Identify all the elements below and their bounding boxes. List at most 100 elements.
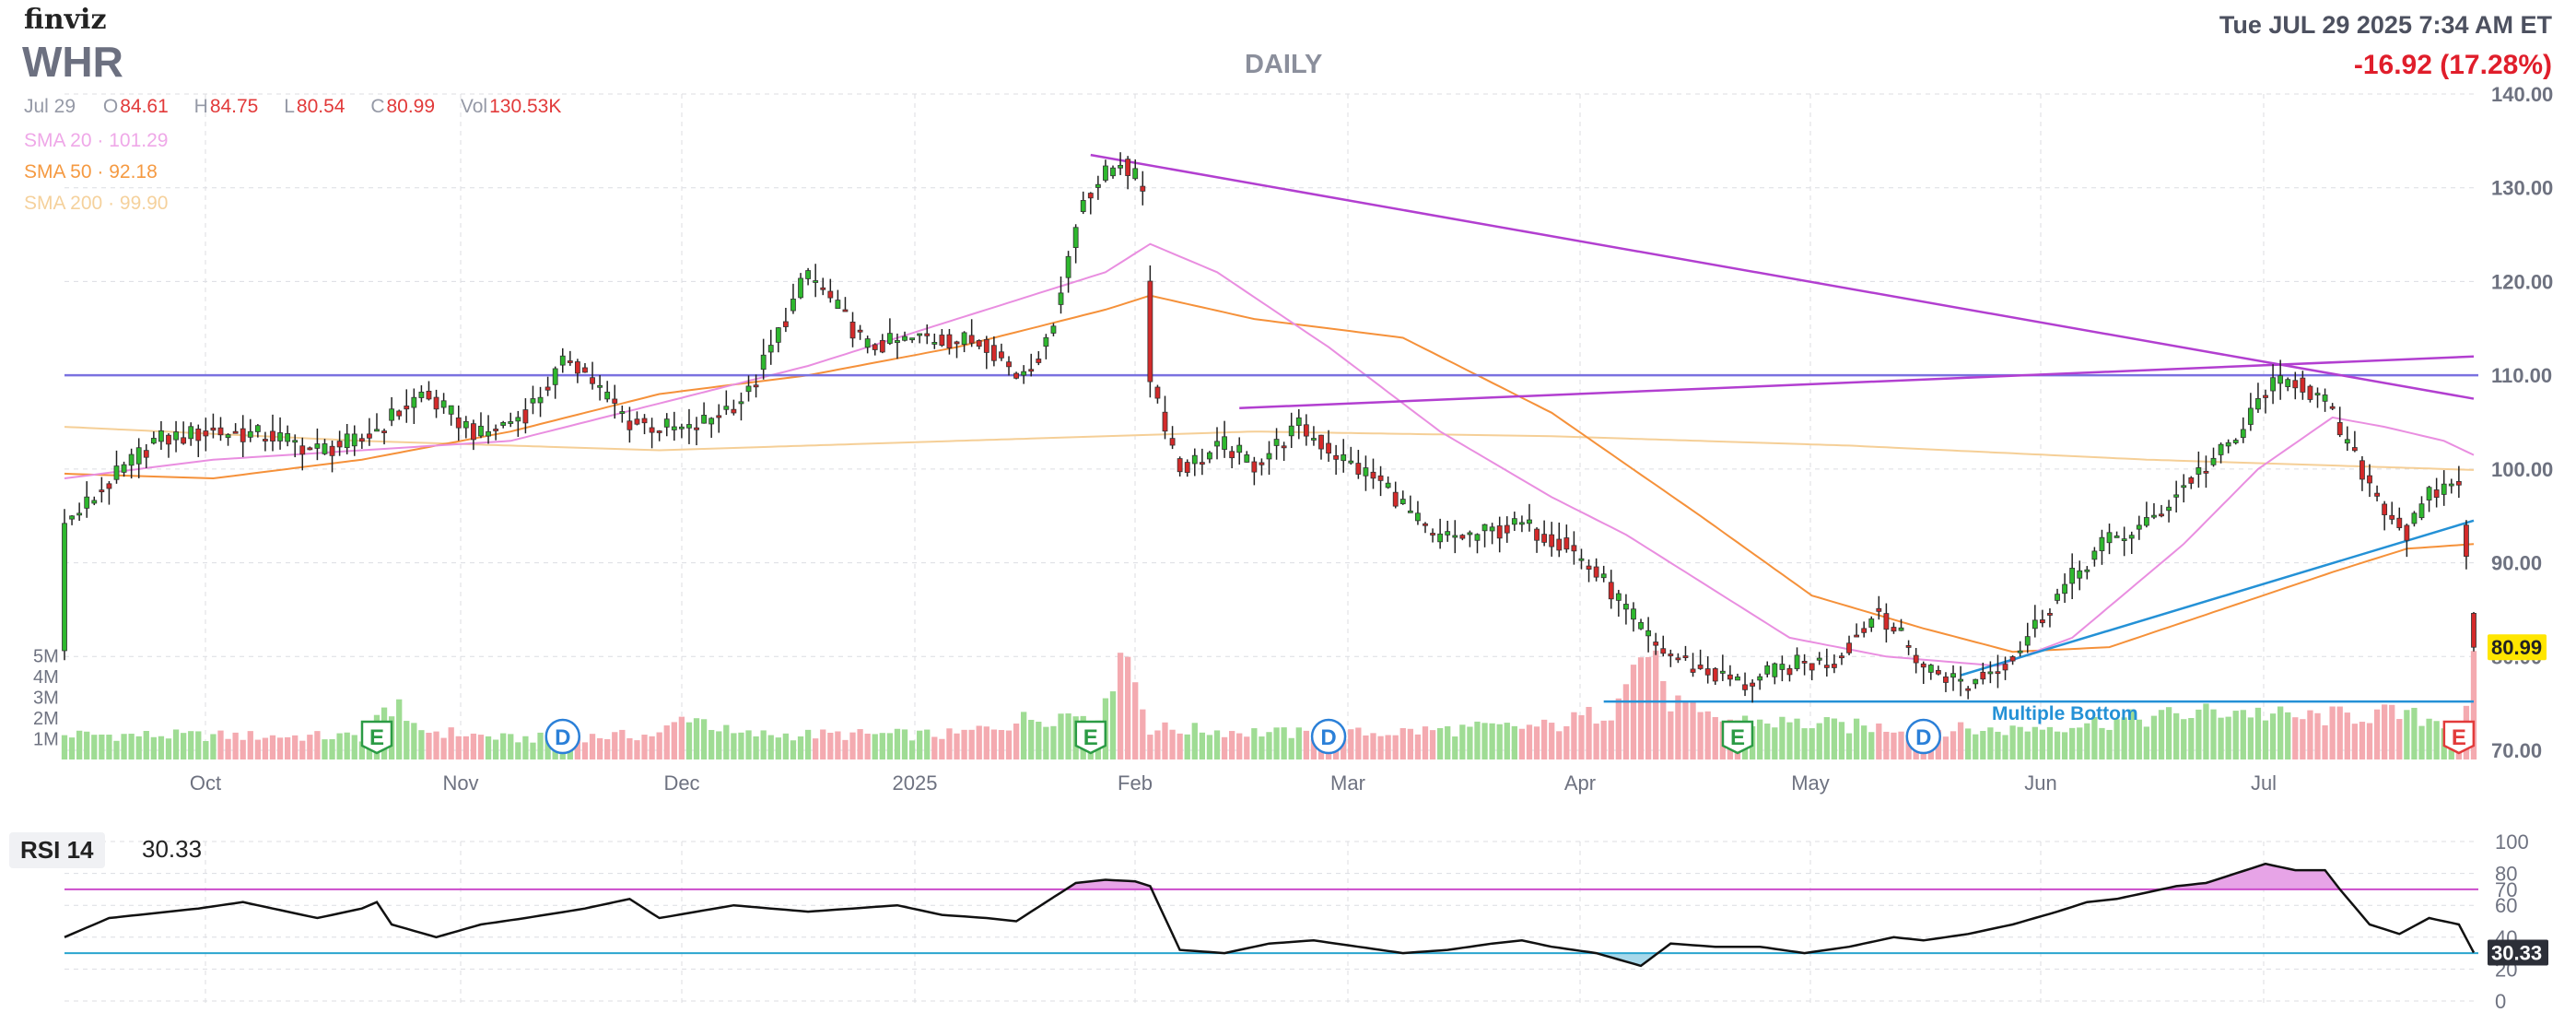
earnings-badge-letter: E [1730, 725, 1745, 750]
candle-body [1660, 648, 1667, 654]
candle-body [1058, 292, 1064, 305]
candle-body [1214, 441, 1220, 447]
volume-bar [2128, 709, 2135, 759]
rsi-tick-label: 80 [2495, 863, 2517, 886]
candle-body [1021, 371, 1027, 376]
candle-body [886, 333, 893, 344]
candle-body [2322, 394, 2328, 402]
volume-bar [700, 719, 708, 759]
trendline [1090, 153, 2475, 400]
volume-bar [351, 735, 357, 759]
candle-body [1987, 671, 1994, 675]
volume-bar [1764, 724, 1771, 759]
candle-body [1467, 532, 1473, 536]
volume-bar [2106, 729, 2113, 759]
candle-body [2255, 398, 2261, 410]
volume-bar [901, 729, 908, 759]
candle-body [1839, 655, 1844, 659]
candle-body [1095, 183, 1101, 188]
volume-bar [2054, 731, 2061, 759]
sma20-path [64, 242, 2475, 667]
volume-bar [247, 731, 253, 759]
candle-body [1742, 684, 1748, 690]
candle-body [1980, 671, 1986, 680]
close-key: C [370, 96, 385, 117]
volume-bar [634, 740, 640, 759]
candle-body [2159, 513, 2164, 517]
volume-bar [1622, 684, 1630, 759]
volume-bar [2292, 717, 2299, 759]
candle-body [612, 398, 618, 404]
volume-bar [685, 722, 693, 759]
candle-body [471, 423, 476, 441]
earnings-E-icon[interactable]: E [1721, 720, 1754, 755]
candle-body [1341, 453, 1347, 462]
candle-body [1623, 604, 1629, 610]
volume-bar [790, 740, 797, 759]
volume-bar [485, 736, 492, 759]
trendline [1960, 519, 2475, 677]
volume-bar [1445, 725, 1451, 759]
volume-bar [1303, 730, 1310, 759]
volume-bar [2158, 710, 2165, 759]
candle-body [2307, 385, 2313, 400]
candle-body [738, 401, 744, 405]
volume-bar [1281, 727, 1287, 759]
earnings-E-icon[interactable]: E [1074, 720, 1107, 755]
volume-bar [2017, 726, 2023, 759]
candle-body [909, 337, 915, 341]
volume-bar [1697, 712, 1704, 759]
volume-bar [678, 716, 685, 759]
volume-bar [1140, 709, 1146, 759]
volume-bar [307, 735, 313, 759]
volume-bar [1690, 701, 1696, 759]
earnings-E-icon[interactable]: E [360, 720, 393, 755]
sma20-legend[interactable]: SMA 20 · 101.29 [24, 130, 169, 151]
candle-body [84, 496, 90, 509]
dividend-D-icon[interactable]: D [1905, 718, 1941, 755]
volume-bar [336, 733, 343, 759]
sma50-legend[interactable]: SMA 50 · 92.18 [24, 161, 158, 182]
candle-body [1244, 454, 1250, 463]
candle-body [537, 396, 544, 404]
candle-body [210, 427, 217, 431]
sma200-legend[interactable]: SMA 200 · 99.90 [24, 193, 169, 214]
candle-body [1259, 462, 1265, 465]
candle-body [2077, 570, 2083, 579]
volume-bar [693, 718, 700, 759]
candle-body [121, 464, 127, 473]
candle-body [708, 418, 715, 425]
volume-bar [1036, 721, 1042, 759]
volume-bar [1436, 727, 1444, 759]
volume-bar [1533, 726, 1540, 759]
volume-bar [1050, 725, 1057, 759]
rsi-indicator-label[interactable]: RSI 14 [9, 832, 105, 868]
candle-body [240, 428, 246, 442]
candle-body [1103, 165, 1108, 181]
candle-body [493, 429, 499, 431]
volume-bar [1593, 724, 1599, 759]
support-line-label: Multiple Bottom [1992, 703, 2138, 724]
candle-body [1430, 533, 1435, 536]
volume-bar [1549, 723, 1555, 759]
candle-body [181, 437, 187, 444]
dividend-D-icon[interactable]: D [544, 718, 581, 755]
finviz-logo[interactable]: finviz [24, 4, 107, 36]
candle-body [2389, 514, 2395, 520]
volume-bar [106, 735, 112, 759]
price-axis: 70.0080.0090.00100.00110.00120.00130.001… [33, 83, 2553, 795]
trendlines[interactable]: Multiple Bottom [64, 153, 2478, 724]
volume-tick-label: 5M [33, 647, 59, 667]
candle-body [917, 333, 923, 336]
earnings-E-icon[interactable]: E [2442, 720, 2476, 755]
low-key: L [284, 96, 295, 117]
dividend-D-icon[interactable]: D [1310, 718, 1347, 755]
price-tick-label: 120.00 [2491, 270, 2553, 293]
volume-bar [1615, 698, 1622, 759]
candle-body [939, 335, 945, 347]
candle-body [582, 367, 588, 373]
candle-body [1118, 164, 1123, 169]
volume-bar [813, 738, 819, 759]
